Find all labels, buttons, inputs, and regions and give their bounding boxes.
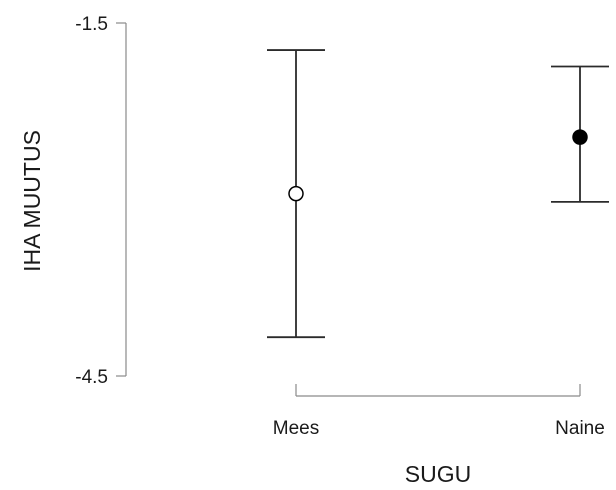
x-axis-title: SUGU: [405, 461, 471, 487]
y-axis: -1.5 -4.5: [75, 14, 127, 388]
x-tick-label: Mees: [273, 418, 319, 439]
x-ticks: Mees Naine: [273, 384, 605, 439]
mean-point-open: [288, 185, 304, 202]
x-tick-label: Naine: [555, 418, 605, 439]
y-tick-label: -1.5: [75, 14, 108, 35]
y-ticks: -1.5 -4.5: [75, 14, 126, 388]
plot-marks: [267, 49, 609, 339]
y-axis-title: IHA MUUTUS: [19, 130, 45, 272]
x-axis: Mees Naine: [273, 384, 605, 439]
y-tick-label: -4.5: [75, 367, 108, 388]
mean-point-filled: [572, 129, 588, 145]
